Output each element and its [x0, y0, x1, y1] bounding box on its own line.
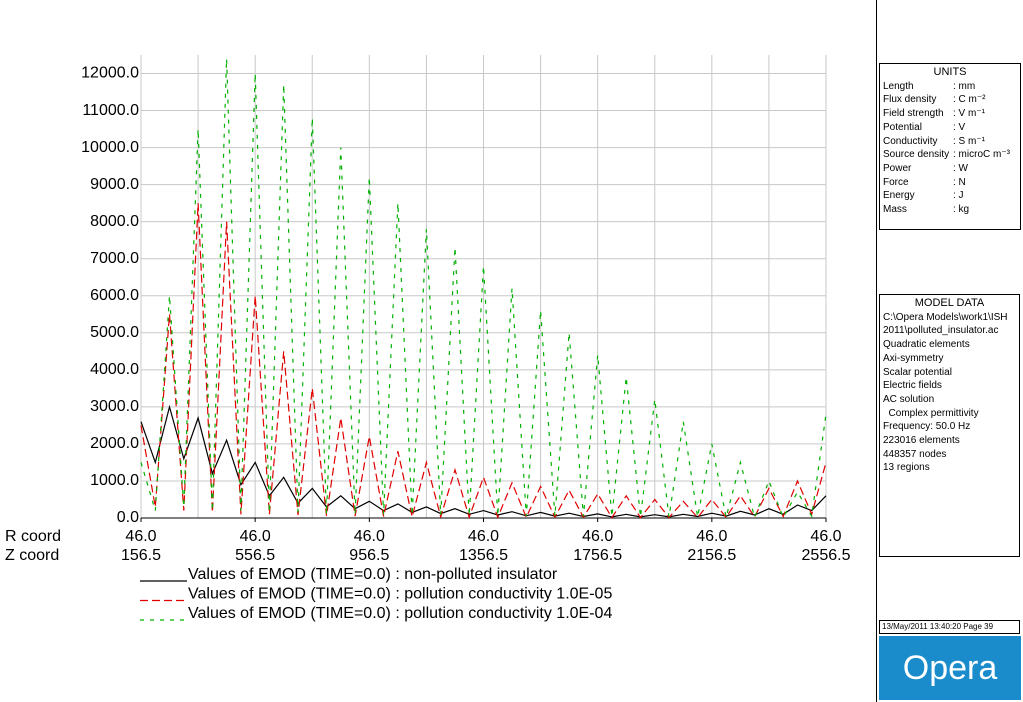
legend-label: Values of EMOD (TIME=0.0) : pollution co… — [188, 586, 612, 603]
r-coord-label: 46.0 — [582, 528, 613, 545]
model-line: 448357 nodes — [883, 448, 947, 460]
x-tick-label: 2156.5 — [687, 547, 736, 564]
units-row: Conductivity : S m⁻¹ — [883, 135, 1017, 149]
units-row: Energy : J — [883, 189, 1017, 203]
unit-value: : V m⁻¹ — [953, 108, 985, 120]
unit-quantity: Source density — [883, 149, 950, 161]
unit-quantity: Flux density — [883, 94, 937, 106]
y-tick-label: 10000.0 — [81, 139, 139, 156]
model-line: 2011\polluted_insulator.ac — [883, 325, 999, 337]
model-line: Complex permittivity — [883, 407, 979, 419]
units-row: Potential : V — [883, 121, 1017, 135]
unit-value: : S m⁻¹ — [953, 135, 985, 147]
timestamp: 13/May/2011 13:40:20 Page 39 — [879, 620, 1020, 634]
x-axis-row-label: Z coord — [5, 547, 59, 564]
unit-value: : mm — [953, 80, 976, 92]
unit-value: : W — [953, 162, 968, 174]
units-row: Source density: microC m⁻³ — [883, 148, 1017, 162]
unit-quantity: Power — [883, 162, 912, 174]
y-tick-label: 12000.0 — [81, 65, 139, 82]
units-row: Length : mm — [883, 80, 1017, 94]
r-coord-label: 46.0 — [696, 528, 727, 545]
units-row: Force : N — [883, 176, 1017, 190]
unit-quantity: Field strength — [883, 108, 944, 120]
r-coord-label: 46.0 — [810, 528, 841, 545]
y-tick-label: 1000.0 — [90, 472, 139, 489]
divider — [876, 0, 877, 702]
x-tick-label: 2556.5 — [802, 547, 851, 564]
y-tick-label: 6000.0 — [90, 287, 139, 304]
unit-quantity: Energy — [883, 190, 915, 202]
unit-value: : N — [953, 176, 966, 188]
unit-quantity: Mass — [883, 204, 907, 216]
r-coord-label: 46.0 — [125, 528, 156, 545]
r-coord-label: 46.0 — [468, 528, 499, 545]
x-axis-row-label: R coord — [5, 528, 61, 545]
y-tick-label: 11000.0 — [82, 102, 139, 119]
legend-label: Values of EMOD (TIME=0.0) : non-polluted… — [188, 566, 558, 583]
model-title: MODEL DATA — [914, 297, 985, 309]
model-line: C:\Opera Models\work1\ISH — [883, 311, 1008, 323]
model-line: 223016 elements — [883, 435, 960, 447]
y-tick-label: 7000.0 — [90, 250, 139, 267]
x-tick-label: 1756.5 — [573, 547, 622, 564]
r-coord-label: 46.0 — [354, 528, 385, 545]
unit-value: : V — [953, 121, 966, 133]
y-tick-label: 2000.0 — [90, 435, 139, 452]
legend-label: Values of EMOD (TIME=0.0) : pollution co… — [188, 605, 612, 622]
model-line: AC solution — [883, 393, 935, 405]
series-line — [140, 58, 827, 520]
unit-quantity: Potential — [883, 121, 922, 133]
model-line: Quadratic elements — [883, 339, 970, 351]
r-coord-label: 46.0 — [240, 528, 271, 545]
unit-quantity: Conductivity — [883, 135, 938, 147]
model-line: 13 regions — [883, 462, 930, 474]
x-tick-label: 956.5 — [349, 547, 389, 564]
chart: 0.0 1000.0 2000.0 3000.0 4000.0 5000.0 6000.0 7… — [5, 55, 851, 622]
model-line: Frequency: 50.0 Hz — [883, 421, 971, 433]
y-tick-label: 0.0 — [117, 509, 139, 526]
units-row: Flux density : C m⁻² — [883, 93, 1017, 107]
units-row: Mass : kg — [883, 203, 1017, 217]
x-tick-label: 156.5 — [121, 547, 161, 564]
unit-value: : kg — [953, 204, 970, 216]
y-tick-label: 9000.0 — [90, 176, 139, 193]
model-line: Axi-symmetry — [883, 352, 944, 364]
unit-value: : C m⁻² — [953, 94, 986, 106]
unit-quantity: Length — [883, 80, 914, 92]
unit-quantity: Force — [883, 176, 909, 188]
x-tick-label: 1356.5 — [459, 547, 508, 564]
unit-value: : microC m⁻³ — [953, 149, 1010, 161]
logo: Opera — [879, 636, 1021, 700]
model-panel: MODEL DATA C:\Opera Models\work1\ISH 2011… — [879, 294, 1020, 557]
units-row: Power : W — [883, 162, 1017, 176]
y-tick-label: 5000.0 — [90, 324, 139, 341]
x-tick-label: 556.5 — [235, 547, 275, 564]
units-row: Field strength : V m⁻¹ — [883, 107, 1017, 121]
units-panel: UNITS Length: mm Flux density: C m⁻² Field… — [879, 63, 1021, 230]
y-tick-label: 8000.0 — [90, 213, 139, 230]
series-line — [140, 404, 827, 518]
model-line: Electric fields — [883, 380, 942, 392]
unit-value: : J — [953, 190, 964, 202]
y-tick-label: 3000.0 — [90, 398, 139, 415]
y-tick-label: 4000.0 — [90, 361, 139, 378]
model-line: Scalar potential — [883, 366, 952, 378]
units-title: UNITS — [933, 66, 967, 78]
